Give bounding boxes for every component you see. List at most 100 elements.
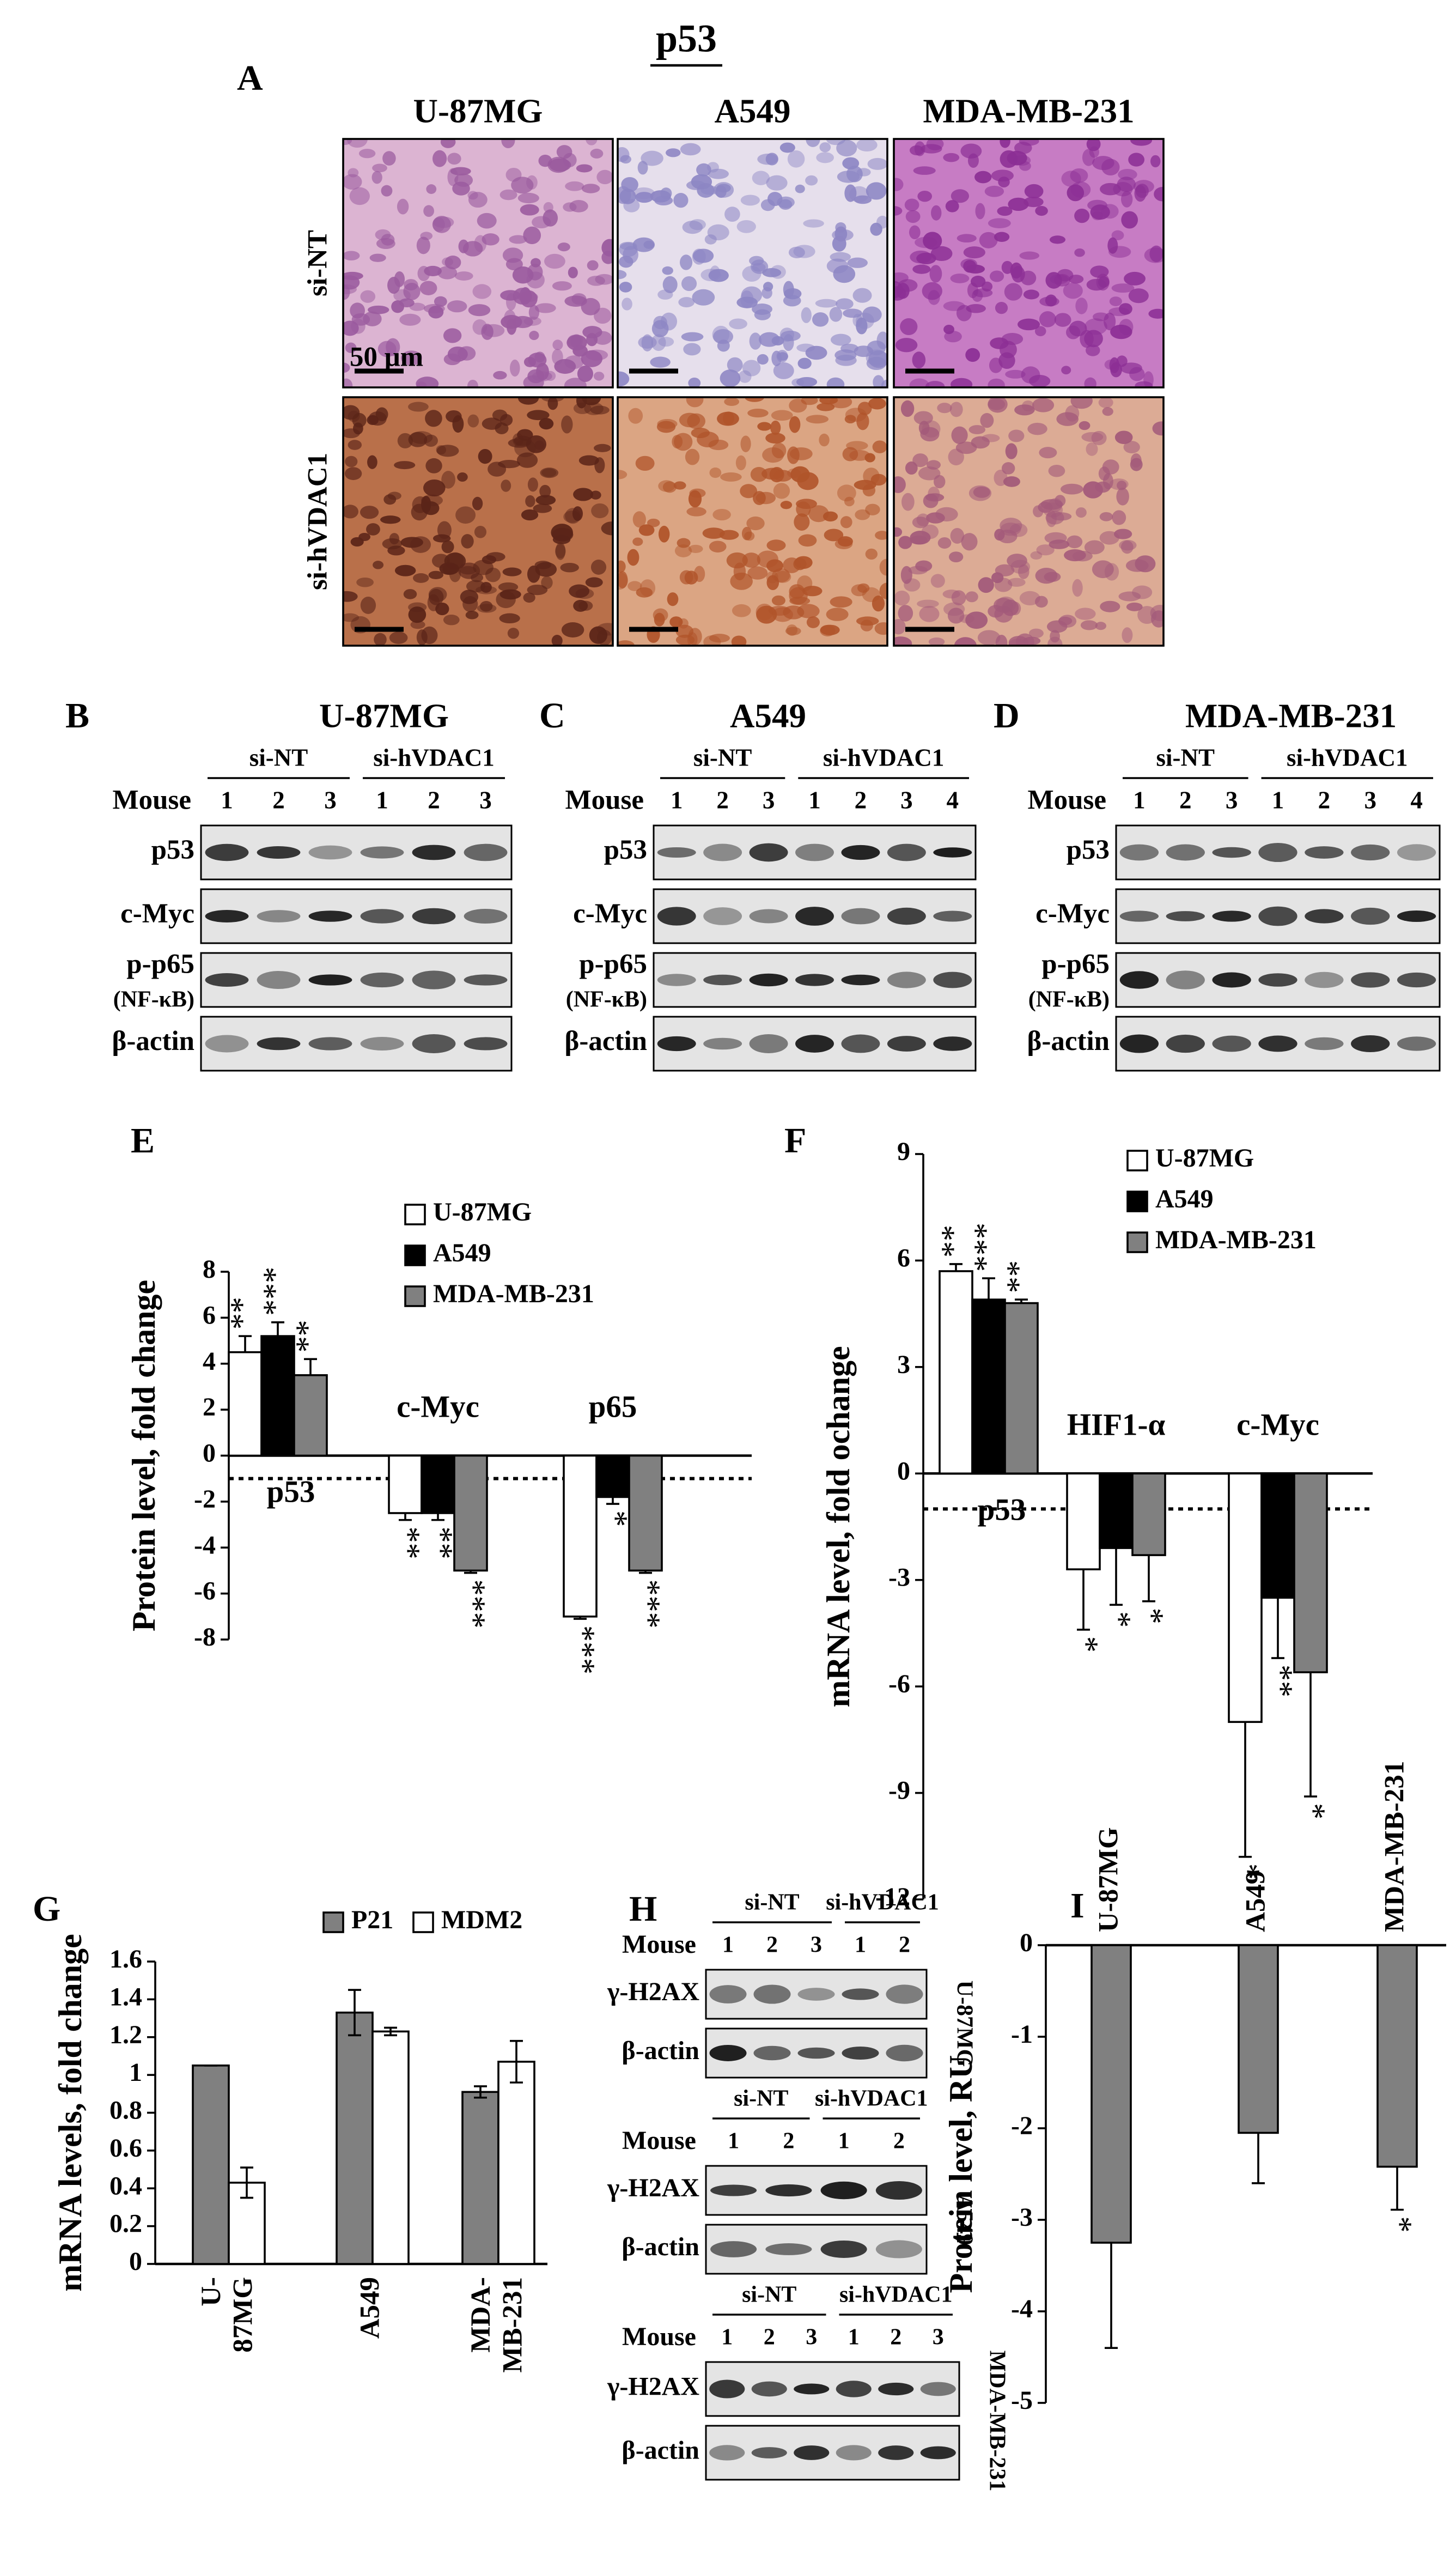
nucleus: [961, 533, 978, 551]
significance: ***: [456, 1580, 492, 1629]
nucleus: [685, 448, 700, 465]
nucleus: [425, 410, 442, 427]
significance: *: [1101, 1611, 1137, 1628]
nucleus: [593, 331, 612, 345]
band: [709, 2379, 745, 2399]
group-label: si-NT: [734, 2086, 788, 2111]
nucleus: [856, 317, 868, 335]
nucleus: [697, 431, 719, 447]
nucleus: [1075, 507, 1087, 518]
nucleus: [736, 296, 758, 308]
lane-number: 4: [947, 786, 959, 813]
row-label: β-actin: [565, 1026, 647, 1057]
nucleus: [472, 284, 492, 299]
nucleus: [632, 187, 655, 199]
band: [710, 2184, 757, 2196]
nucleus: [826, 138, 846, 145]
nucleus: [416, 381, 427, 387]
nucleus: [618, 371, 630, 387]
band: [1305, 846, 1344, 859]
nucleus: [1109, 296, 1122, 306]
nucleus: [455, 506, 476, 524]
nucleus: [428, 570, 443, 579]
nucleus: [441, 540, 454, 554]
nucleus: [577, 366, 593, 383]
category-label: A549: [1241, 1871, 1271, 1932]
nucleus: [535, 562, 557, 577]
significance: ***: [967, 1223, 1003, 1272]
nucleus: [410, 620, 425, 629]
band: [751, 2447, 787, 2458]
nucleus: [1050, 630, 1060, 643]
nucleus: [789, 447, 813, 460]
nucleus: [1018, 564, 1029, 579]
row-label: c-Myc: [120, 898, 194, 929]
nucleus: [520, 204, 539, 216]
nucleus: [893, 206, 903, 216]
band: [308, 910, 352, 922]
nucleus: [1027, 422, 1047, 435]
nucleus: [1072, 579, 1083, 597]
nucleus: [997, 206, 1013, 216]
nucleus: [984, 185, 1004, 197]
nucleus: [674, 433, 693, 451]
mouse-label: Mouse: [113, 785, 191, 816]
nucleus: [898, 536, 912, 549]
nucleus: [771, 410, 793, 421]
nucleus: [1150, 155, 1161, 168]
nucleus: [968, 425, 986, 434]
nucleus: [920, 427, 940, 442]
nucleus: [965, 611, 988, 629]
nucleus: [410, 431, 433, 444]
nucleus: [591, 503, 609, 519]
legend-swatch: [412, 1911, 434, 1933]
group-label: si-NT: [745, 1890, 799, 1915]
nucleus: [806, 415, 829, 424]
nucleus: [507, 628, 520, 639]
lane-number: 2: [272, 786, 285, 813]
legend-label: A549: [433, 1238, 491, 1267]
legend-label: A549: [1155, 1185, 1214, 1213]
micrograph-border: [342, 396, 614, 647]
category-label: U-87MG: [1094, 1827, 1124, 1932]
nucleus: [1080, 620, 1098, 630]
nucleus: [375, 407, 388, 422]
y-tick-label: 1.4: [109, 1982, 142, 2011]
nucleus: [632, 537, 643, 546]
nucleus: [836, 298, 854, 310]
nucleus: [857, 402, 872, 416]
nucleus: [942, 590, 960, 599]
category-label-line: 87MG: [228, 2277, 258, 2353]
nucleus: [587, 276, 605, 286]
nucleus: [795, 184, 805, 193]
lane-number: 2: [1318, 786, 1331, 813]
nucleus: [925, 381, 945, 387]
y-tick-label: 1.2: [109, 2020, 142, 2049]
nucleus: [856, 412, 869, 430]
significance: **: [391, 1527, 427, 1559]
significance: ***: [631, 1580, 667, 1629]
nucleus: [1092, 560, 1114, 579]
nucleus: [920, 144, 942, 154]
nucleus: [712, 508, 731, 521]
nucleus: [1001, 260, 1013, 274]
nucleus: [584, 402, 604, 415]
nucleus: [556, 145, 572, 159]
band: [920, 2382, 956, 2396]
row-label: β-actin: [622, 2232, 699, 2261]
nucleus: [820, 624, 836, 636]
nucleus: [386, 338, 400, 356]
nucleus: [898, 605, 913, 622]
nucleus: [394, 461, 416, 470]
scale-label: 50 μm: [350, 342, 423, 373]
nucleus: [912, 453, 928, 468]
nucleus: [766, 175, 788, 191]
nucleus: [527, 584, 548, 596]
nucleus: [403, 589, 417, 599]
nucleus: [1100, 183, 1121, 196]
band: [464, 908, 508, 924]
nucleus: [865, 548, 878, 560]
nucleus: [947, 608, 965, 624]
nucleus: [1086, 344, 1100, 356]
